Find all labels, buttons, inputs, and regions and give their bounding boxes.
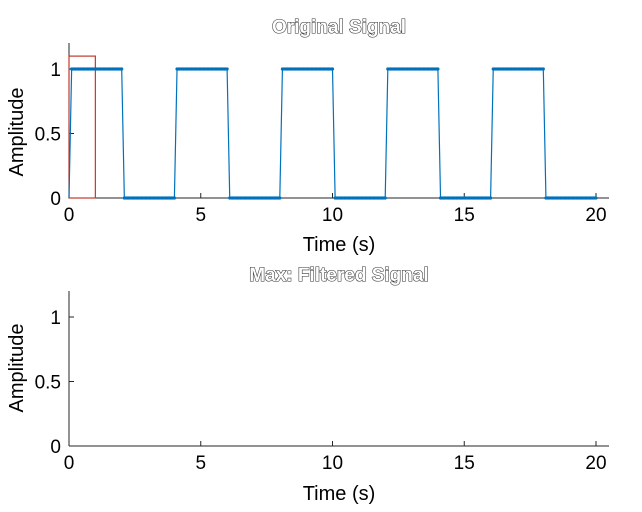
data-point <box>225 67 229 71</box>
data-point <box>436 67 440 71</box>
chart-filtered: Max: Filtered Signal 0 5 10 15 20 00.51 Time… <box>6 264 609 505</box>
x-tick-label: 5 <box>195 205 206 226</box>
y-tick-label: 0 <box>50 189 61 210</box>
x-tick-label: 20 <box>585 453 606 474</box>
series-markers <box>70 67 598 200</box>
series-group <box>68 67 598 200</box>
chart-original: Original Signal 0 5 10 15 20 00.51 Time (s) … <box>6 16 609 256</box>
x-axis-label: Time (s) <box>303 483 376 505</box>
x-tick-label: 10 <box>322 205 343 226</box>
data-point <box>330 67 335 71</box>
y-tick-label: 0.5 <box>35 125 61 146</box>
x-tick-label: 0 <box>64 205 75 226</box>
y-tick-label: 0.5 <box>35 373 61 394</box>
x-axis-label: Time (s) <box>303 234 376 256</box>
data-point <box>172 196 176 200</box>
y-ticks: 00.51 <box>35 308 74 458</box>
x-tick-label: 15 <box>454 453 475 474</box>
x-tick-label: 10 <box>322 453 343 474</box>
series-line <box>68 68 596 199</box>
x-tick-label: 0 <box>64 453 75 474</box>
data-point <box>278 196 282 200</box>
y-tick-label: 1 <box>50 60 61 81</box>
y-tick-label: 1 <box>50 308 61 329</box>
y-axis-label: Amplitude <box>6 324 28 413</box>
window-rectangle <box>68 55 96 199</box>
y-axis-label: Amplitude <box>6 88 28 177</box>
data-point <box>383 196 387 200</box>
x-tick-label: 15 <box>454 205 475 226</box>
data-point <box>541 67 545 71</box>
data-point <box>594 196 598 200</box>
y-tick-label: 0 <box>50 437 61 458</box>
chart-title: Max: Filtered Signal <box>249 265 428 286</box>
data-point <box>120 67 124 71</box>
annotations <box>68 55 96 199</box>
data-point <box>489 196 493 200</box>
chart-title: Original Signal <box>272 17 406 38</box>
x-ticks: 0 5 10 15 20 <box>64 441 607 474</box>
x-ticks: 0 5 10 15 20 <box>64 193 607 226</box>
x-tick-label: 20 <box>585 205 606 226</box>
y-ticks: 00.51 <box>35 60 74 210</box>
x-tick-label: 5 <box>195 453 206 474</box>
